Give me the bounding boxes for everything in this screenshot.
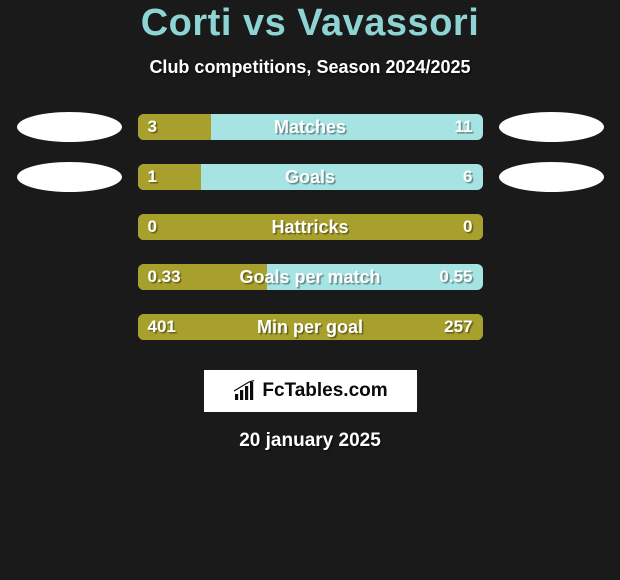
- right-image-placeholder: [499, 112, 604, 142]
- page-title: Corti vs Vavassori: [0, 2, 620, 45]
- stat-row: 401257Min per goal: [0, 312, 620, 342]
- right-image-placeholder: [499, 162, 604, 192]
- stat-bar: 0.330.55Goals per match: [138, 264, 483, 290]
- stat-row: 00Hattricks: [0, 212, 620, 242]
- left-image-placeholder: [17, 112, 122, 142]
- stat-row: 311Matches: [0, 112, 620, 142]
- stat-label: Goals: [138, 164, 483, 190]
- stats-rows: 311Matches 16Goals 00Hattricks 0.330.55Goal…: [0, 112, 620, 342]
- brand-logo: FcTables.com: [204, 370, 417, 412]
- stat-bar: 311Matches: [138, 114, 483, 140]
- stat-bar: 401257Min per goal: [138, 314, 483, 340]
- stat-label: Goals per match: [138, 264, 483, 290]
- stat-bar: 16Goals: [138, 164, 483, 190]
- chart-icon: [232, 380, 256, 402]
- stat-row: 0.330.55Goals per match: [0, 262, 620, 292]
- brand-text: FcTables.com: [262, 380, 387, 402]
- stat-label: Hattricks: [138, 214, 483, 240]
- stat-bar: 00Hattricks: [138, 214, 483, 240]
- left-image-placeholder: [17, 162, 122, 192]
- stat-row: 16Goals: [0, 162, 620, 192]
- snapshot-date: 20 january 2025: [0, 430, 620, 452]
- page-subtitle: Club competitions, Season 2024/2025: [0, 57, 620, 78]
- stat-label: Min per goal: [138, 314, 483, 340]
- stat-label: Matches: [138, 114, 483, 140]
